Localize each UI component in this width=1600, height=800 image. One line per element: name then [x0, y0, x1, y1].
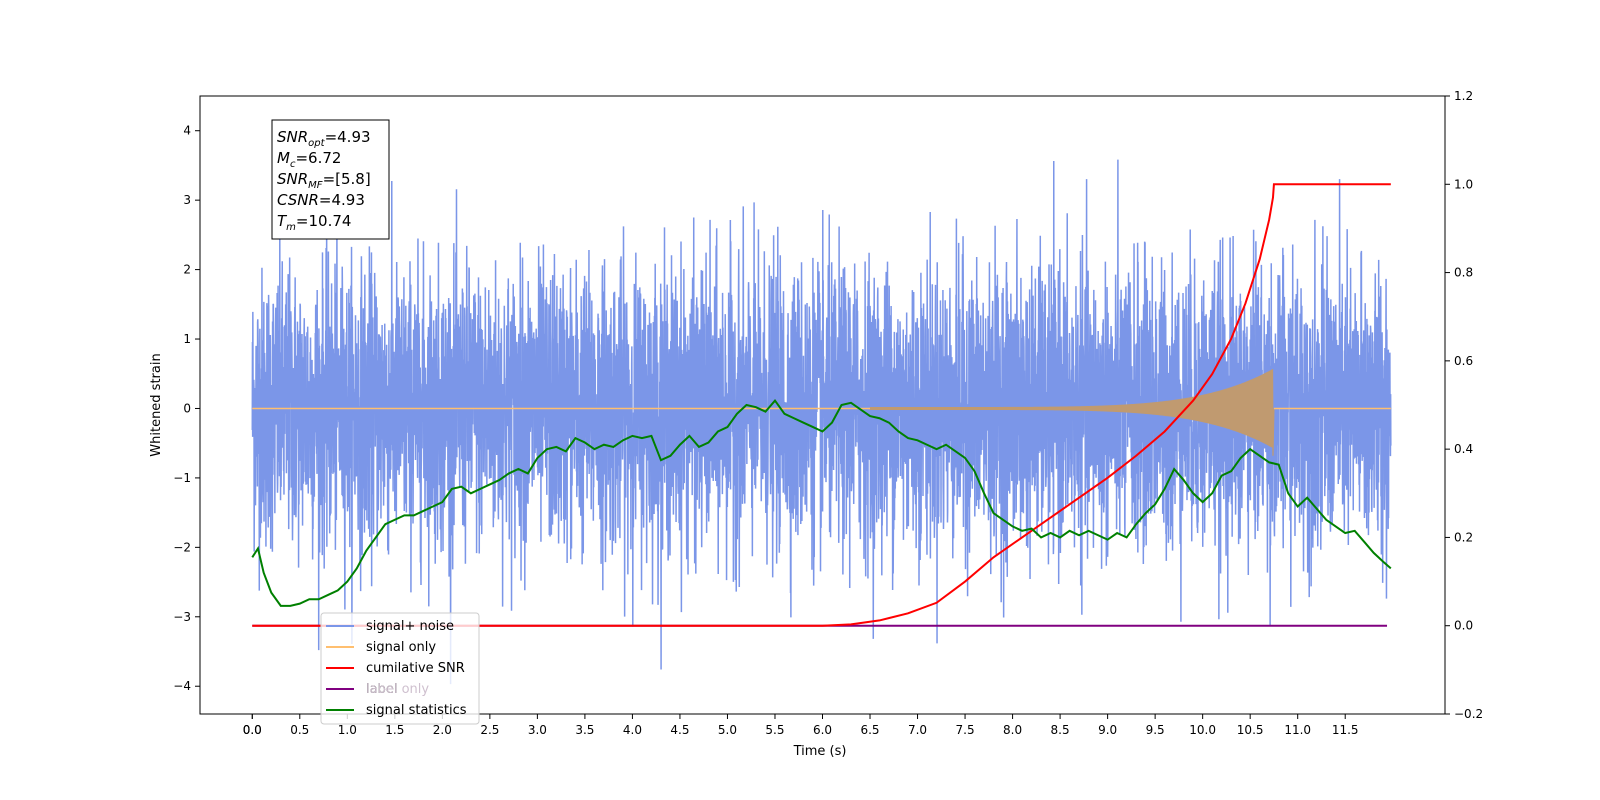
legend-label: signal only — [366, 640, 436, 655]
legend-label: label only — [366, 682, 429, 697]
series-signal-only-line — [869, 369, 1275, 456]
x-tick-label: 7.5 — [956, 723, 975, 737]
y-tick-label: −3 — [173, 610, 191, 624]
x-tick-label: 0.5 — [290, 723, 309, 737]
y2-tick-label: 1.2 — [1454, 89, 1473, 103]
x-tick-label: 10.0 — [1189, 723, 1216, 737]
x-tick-label: 0.0 — [243, 723, 262, 737]
x-axis-label: Time (s) — [793, 744, 847, 759]
annotation-line: Mc=6.72 — [277, 149, 341, 170]
x-tick-label: 2.0 — [433, 723, 452, 737]
legend-label: signal+ noise — [366, 619, 454, 634]
y-axis-left: −4 −3 −2 −1 0 1 2 3 4 — [173, 124, 200, 693]
series-cumulative-snr-line — [252, 183, 1391, 627]
x-tick-label: 5.5 — [765, 723, 784, 737]
x-tick-label: 11.5 — [1332, 723, 1359, 737]
x-tick-label: 9.5 — [1146, 723, 1165, 737]
y2-tick-label: 0.0 — [1454, 619, 1473, 633]
y-axis-right: −0.2 0.0 0.2 0.4 0.6 0.8 1.0 1.2 — [1445, 89, 1483, 721]
x-tick-label: 0.0 — [243, 723, 262, 737]
annotation-line: Tm=10.74 — [277, 212, 351, 233]
x-tick-label: 7.0 — [908, 723, 927, 737]
annotation-line: SNRMF=[5.8] — [277, 170, 371, 191]
x-tick-label: 1.0 — [338, 723, 357, 737]
y-tick-label: 3 — [183, 193, 191, 207]
legend-label: label — [366, 682, 397, 697]
y-tick-label: −4 — [173, 679, 191, 693]
x-tick-label: 11.0 — [1284, 723, 1311, 737]
y2-tick-label: 0.2 — [1454, 530, 1473, 544]
annotation-line: CSNR=4.93 — [277, 191, 365, 209]
annotation-frame — [271, 119, 390, 240]
x-tick-label: 4.5 — [670, 723, 689, 737]
x-tick-label: 6.5 — [860, 723, 879, 737]
x-tick-label: 8.0 — [1003, 723, 1022, 737]
y2-tick-label: 0.6 — [1454, 354, 1473, 368]
y-axis-label: Whitened strain — [149, 353, 164, 456]
x-tick-label: 8.5 — [1051, 723, 1070, 737]
legend-frame — [320, 612, 480, 725]
x-tick-label: 5.0 — [718, 723, 737, 737]
legend: signal+ noise signal only cumilative SNR la… — [320, 612, 480, 725]
y-tick-label: 2 — [183, 263, 191, 277]
x-tick-label: 1.5 — [385, 723, 404, 737]
y-tick-label: 0 — [183, 401, 191, 415]
y-tick-label: 1 — [183, 332, 191, 346]
x-tick-label: 2.5 — [480, 723, 499, 737]
legend-label: cumilative SNR — [366, 661, 465, 676]
y2-tick-label: 0.4 — [1454, 442, 1473, 456]
y-tick-label: 4 — [183, 124, 191, 138]
x-tick-label: 6.0 — [813, 723, 832, 737]
plot-area — [251, 159, 1392, 685]
x-axis: 0.00.0 0.5 1.0 1.5 2.0 2.5 3.0 3.5 4.0 4.5 5.0 5.5 6… — [243, 714, 1359, 737]
x-tick-label: 3.5 — [575, 723, 594, 737]
y2-tick-label: 1.0 — [1454, 177, 1473, 191]
legend-label: signal statistics — [366, 703, 467, 718]
x-tick-label: 4.0 — [623, 723, 642, 737]
x-tick-label: 9.0 — [1098, 723, 1117, 737]
x-tick-label: 10.5 — [1237, 723, 1264, 737]
y2-tick-label: 0.8 — [1454, 266, 1473, 280]
annotation-line: SNRopt=4.93 — [277, 128, 371, 149]
y2-tick-label: −0.2 — [1454, 707, 1483, 721]
series-signal-statistics-line — [251, 398, 1392, 607]
y-tick-label: −2 — [173, 540, 191, 554]
x-tick-label: 3.0 — [528, 723, 547, 737]
y-tick-label: −1 — [173, 471, 191, 485]
